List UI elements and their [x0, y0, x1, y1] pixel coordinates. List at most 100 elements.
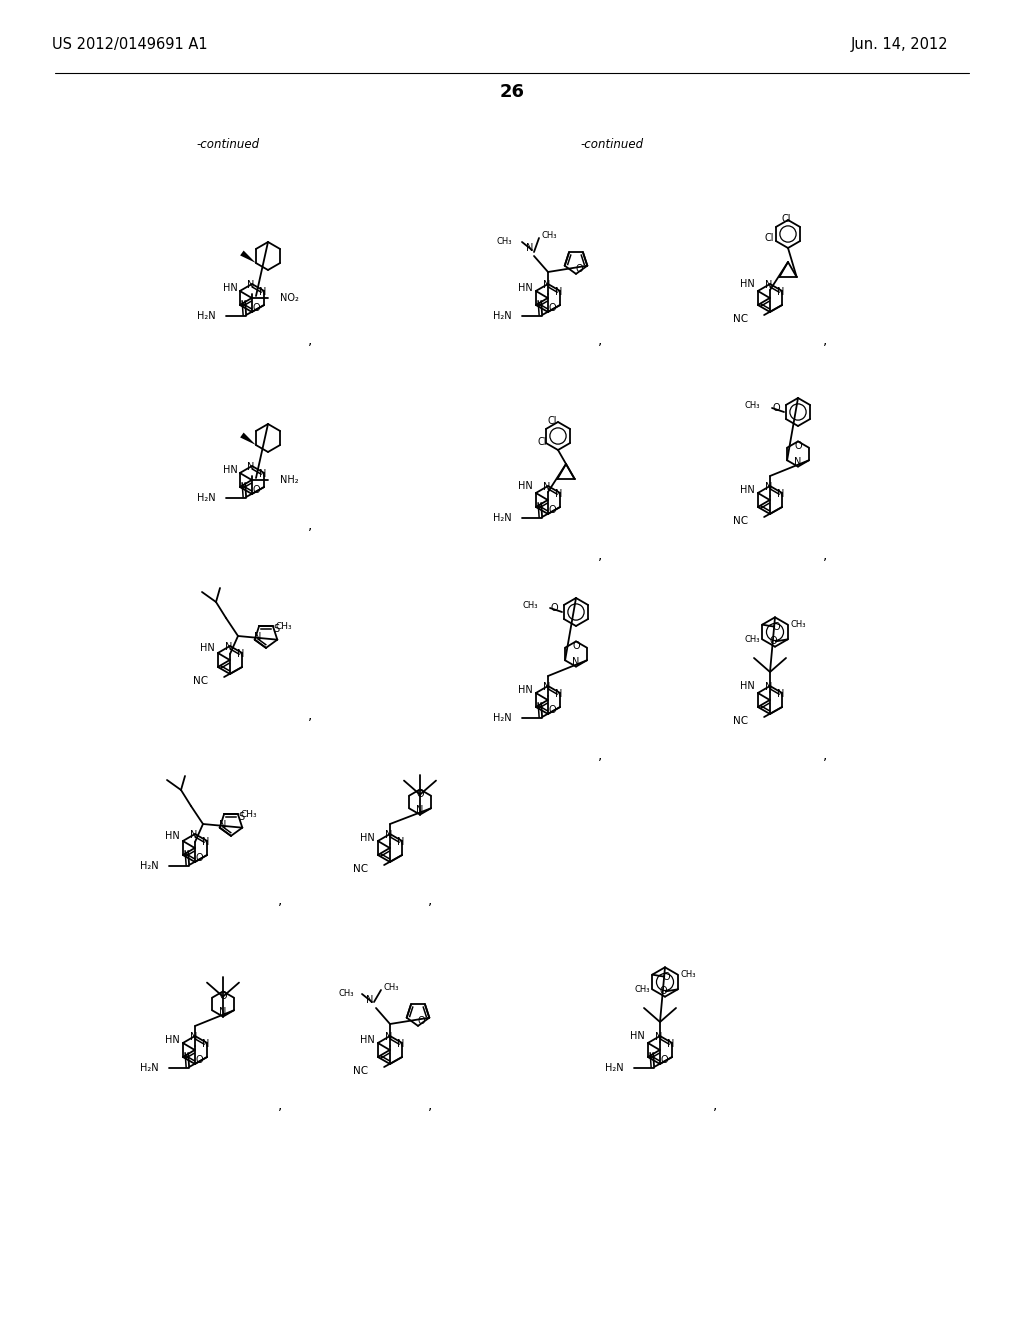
Text: HN: HN [165, 1035, 180, 1045]
Text: O: O [663, 972, 670, 982]
Text: S: S [273, 624, 280, 635]
Text: N: N [777, 488, 784, 499]
Text: N: N [765, 280, 773, 290]
Text: H₂N: H₂N [494, 713, 512, 723]
Text: Cl: Cl [781, 214, 791, 223]
Text: N: N [254, 632, 261, 642]
Text: N: N [417, 805, 424, 814]
Text: NO₂: NO₂ [280, 293, 299, 304]
Text: CH₃: CH₃ [744, 401, 760, 411]
Text: N: N [655, 1032, 663, 1041]
Text: N: N [555, 689, 563, 700]
Text: US 2012/0149691 A1: US 2012/0149691 A1 [52, 37, 208, 53]
Text: O: O [196, 853, 203, 863]
Text: 26: 26 [500, 83, 524, 102]
Text: ,: , [278, 1098, 283, 1111]
Text: HN: HN [223, 465, 238, 475]
Text: N: N [795, 457, 802, 466]
Text: O: O [548, 304, 556, 313]
Text: NC: NC [353, 1067, 368, 1076]
Text: N: N [765, 482, 773, 492]
Text: HN: HN [518, 282, 534, 293]
Text: CH₃: CH₃ [275, 622, 292, 631]
Text: HN: HN [740, 484, 755, 495]
Text: O: O [550, 603, 558, 612]
Text: N: N [765, 682, 773, 692]
Text: Cl: Cl [548, 416, 557, 425]
Text: N: N [397, 1039, 404, 1049]
Text: ,: , [278, 894, 283, 907]
Text: O: O [416, 789, 424, 800]
Text: -continued: -continued [197, 139, 259, 152]
Text: N: N [777, 286, 784, 297]
Polygon shape [241, 251, 256, 263]
Text: CH₃: CH₃ [339, 990, 354, 998]
Text: N: N [203, 1039, 210, 1049]
Text: O: O [219, 991, 226, 1002]
Text: N: N [367, 995, 374, 1005]
Text: Cl: Cl [764, 234, 774, 243]
Text: O: O [795, 441, 802, 451]
Polygon shape [241, 433, 256, 445]
Text: CH₃: CH₃ [497, 238, 512, 247]
Text: CH₃: CH₃ [240, 810, 257, 818]
Text: N: N [572, 656, 580, 667]
Text: HN: HN [740, 279, 755, 289]
Text: O: O [252, 304, 260, 313]
Text: CH₃: CH₃ [542, 231, 557, 240]
Text: N: N [544, 682, 551, 692]
Text: N: N [248, 462, 255, 473]
Text: HN: HN [201, 643, 215, 653]
Text: ,: , [823, 333, 827, 347]
Text: CH₃: CH₃ [634, 985, 650, 994]
Text: ,: , [598, 548, 602, 562]
Text: O: O [196, 1055, 203, 1065]
Text: O: O [417, 1016, 425, 1026]
Text: N: N [544, 482, 551, 492]
Text: H₂N: H₂N [140, 861, 159, 871]
Text: N: N [190, 830, 198, 840]
Text: CH₃: CH₃ [384, 983, 399, 993]
Text: -continued: -continued [581, 139, 643, 152]
Text: ,: , [308, 333, 312, 347]
Text: HN: HN [165, 832, 180, 841]
Text: Cl: Cl [538, 437, 547, 446]
Text: O: O [772, 622, 780, 632]
Text: N: N [777, 689, 784, 700]
Text: N: N [385, 830, 392, 840]
Text: H₂N: H₂N [198, 492, 216, 503]
Text: O: O [548, 705, 556, 715]
Text: CH₃: CH₃ [791, 620, 806, 630]
Text: ,: , [823, 548, 827, 562]
Text: ,: , [428, 894, 432, 907]
Text: NC: NC [193, 676, 208, 686]
Text: H₂N: H₂N [198, 312, 216, 321]
Text: HN: HN [223, 282, 238, 293]
Text: ,: , [823, 748, 827, 762]
Text: N: N [555, 488, 563, 499]
Text: ,: , [308, 708, 312, 722]
Text: ,: , [598, 333, 602, 347]
Text: N: N [238, 649, 245, 659]
Text: N: N [259, 286, 267, 297]
Text: O: O [572, 642, 580, 651]
Text: N: N [219, 820, 226, 830]
Text: H₂N: H₂N [494, 312, 512, 321]
Text: N: N [668, 1039, 675, 1049]
Text: H₂N: H₂N [605, 1063, 624, 1073]
Text: N: N [190, 1032, 198, 1041]
Text: N: N [526, 243, 534, 253]
Text: O: O [660, 1055, 668, 1065]
Text: N: N [259, 469, 267, 479]
Text: O: O [659, 986, 668, 997]
Text: HN: HN [518, 480, 534, 491]
Text: H₂N: H₂N [494, 513, 512, 523]
Text: H₂N: H₂N [140, 1063, 159, 1073]
Text: NC: NC [353, 865, 368, 874]
Text: O: O [575, 264, 583, 275]
Text: O: O [772, 403, 780, 413]
Text: NH₂: NH₂ [280, 475, 298, 484]
Text: N: N [225, 642, 232, 652]
Text: N: N [555, 286, 563, 297]
Text: ,: , [428, 1098, 432, 1111]
